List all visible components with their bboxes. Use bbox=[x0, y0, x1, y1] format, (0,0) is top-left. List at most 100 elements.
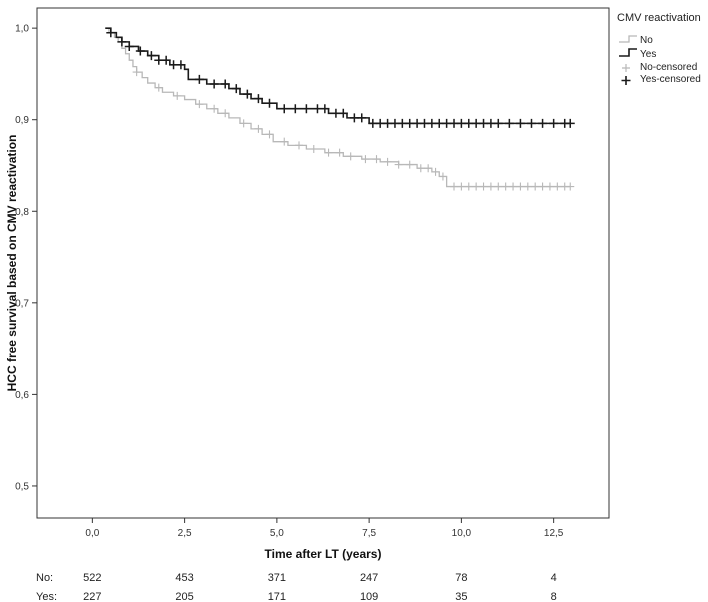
series-line-yes bbox=[105, 27, 571, 125]
risk-value: 247 bbox=[360, 572, 378, 584]
censor-mark-no bbox=[254, 124, 263, 133]
censor-mark-yes bbox=[242, 89, 252, 99]
number-at-risk-table: No: 522 453 371 247 78 4 Yes: 227 205 171 109 35 8 bbox=[36, 572, 557, 602]
censor-mark-no bbox=[210, 104, 219, 113]
censor-mark-no bbox=[309, 145, 318, 154]
censor-mark-no bbox=[438, 172, 447, 181]
censor-mark-yes bbox=[357, 113, 367, 123]
censor-mark-no bbox=[280, 137, 289, 146]
risk-value: 522 bbox=[83, 572, 101, 584]
censor-mark-no bbox=[479, 182, 488, 191]
risk-value: 205 bbox=[175, 591, 193, 602]
y-tick-label: 0,6 bbox=[15, 390, 29, 401]
risk-row-label: Yes: bbox=[36, 591, 57, 602]
censor-mark-no bbox=[553, 182, 562, 191]
legend-item-no: No bbox=[619, 35, 653, 46]
censor-mark-no bbox=[431, 167, 440, 176]
censor-mark-yes bbox=[231, 84, 241, 94]
x-tick-label: 12,5 bbox=[544, 528, 564, 539]
x-tick-label: 10,0 bbox=[452, 528, 472, 539]
censor-mark-no bbox=[154, 83, 163, 92]
censor-mark-no bbox=[516, 182, 525, 191]
x-tick-label: 2,5 bbox=[178, 528, 192, 539]
censor-mark-no bbox=[450, 182, 459, 191]
censor-mark-no bbox=[472, 182, 481, 191]
risk-value: 78 bbox=[455, 572, 467, 584]
censor-mark-no bbox=[195, 100, 204, 109]
censor-mark-no bbox=[509, 182, 518, 191]
series-line-no bbox=[105, 27, 571, 188]
axis-ticks: 0,0 2,5 5,0 7,5 10,0 12,5 0,5 0,6 0,7 0,8 0,9 1,0 bbox=[15, 24, 564, 539]
legend-item-no-censored: No-censored bbox=[622, 62, 697, 73]
risk-value: 35 bbox=[455, 591, 467, 602]
censor-mark-no bbox=[221, 109, 230, 118]
y-tick-label: 0,7 bbox=[15, 298, 29, 309]
censor-mark-no bbox=[383, 157, 392, 166]
censor-mark-no bbox=[464, 182, 473, 191]
censor-mark-no bbox=[173, 91, 182, 100]
x-tick-label: 0,0 bbox=[85, 528, 99, 539]
legend-no-line-icon bbox=[619, 35, 637, 43]
censor-mark-yes bbox=[124, 41, 134, 51]
censor-mark-no bbox=[424, 164, 433, 173]
censor-mark-no bbox=[566, 182, 575, 191]
censor-mark-yes bbox=[279, 104, 289, 114]
censor-mark-no bbox=[335, 148, 344, 157]
y-tick-label: 0,8 bbox=[15, 207, 29, 218]
censor-mark-no bbox=[405, 160, 414, 169]
censor-mark-no bbox=[132, 68, 141, 77]
censor-mark-yes bbox=[194, 74, 204, 84]
risk-value: 8 bbox=[551, 591, 557, 602]
censor-mark-no bbox=[372, 155, 381, 164]
plot-area-frame bbox=[36, 7, 610, 519]
x-axis-title: Time after LT (years) bbox=[265, 547, 382, 561]
censor-mark-no bbox=[265, 130, 274, 139]
x-tick-label: 7,5 bbox=[362, 528, 376, 539]
y-tick-label: 0,5 bbox=[15, 481, 29, 492]
censor-mark-yes bbox=[146, 51, 156, 61]
x-tick-label: 5,0 bbox=[270, 528, 284, 539]
censor-mark-yes bbox=[135, 46, 145, 56]
risk-value: 4 bbox=[551, 572, 557, 584]
censor-mark-no bbox=[457, 182, 466, 191]
censor-mark-no bbox=[416, 164, 425, 173]
censor-mark-no bbox=[531, 182, 540, 191]
censor-mark-no bbox=[494, 182, 503, 191]
censor-mark-no bbox=[486, 182, 495, 191]
legend: CMV reactivation No Yes No-censored Yes-… bbox=[617, 12, 701, 85]
censor-mark-yes bbox=[301, 104, 311, 114]
censor-mark-yes bbox=[264, 98, 274, 108]
legend-yes-censored-plus-icon bbox=[621, 76, 631, 85]
legend-item-yes: Yes bbox=[619, 48, 656, 60]
legend-label-no: No bbox=[640, 35, 653, 46]
risk-row-label: No: bbox=[36, 572, 53, 584]
legend-label-no-censored: No-censored bbox=[640, 62, 697, 73]
censor-mark-no bbox=[324, 148, 333, 157]
y-axis-title: HCC free survival based on CMV reactivat… bbox=[5, 135, 19, 392]
risk-value: 453 bbox=[175, 572, 193, 584]
y-tick-label: 1,0 bbox=[15, 24, 29, 35]
censor-mark-no bbox=[545, 182, 554, 191]
censor-mark-yes bbox=[504, 118, 514, 128]
censor-mark-no bbox=[295, 141, 304, 150]
legend-no-censored-plus-icon bbox=[622, 64, 630, 72]
censor-mark-yes bbox=[515, 118, 525, 128]
censor-mark-yes bbox=[549, 118, 559, 128]
legend-label-yes: Yes bbox=[640, 49, 656, 60]
censor-mark-yes bbox=[338, 108, 348, 118]
censor-mark-no bbox=[523, 182, 532, 191]
censor-mark-yes bbox=[538, 118, 548, 128]
censor-mark-yes bbox=[253, 94, 263, 104]
legend-title: CMV reactivation bbox=[617, 12, 701, 24]
legend-label-yes-censored: Yes-censored bbox=[640, 74, 701, 85]
censor-mark-no bbox=[346, 152, 355, 161]
legend-yes-line-icon bbox=[619, 48, 637, 57]
risk-value: 371 bbox=[268, 572, 286, 584]
risk-value: 227 bbox=[83, 591, 101, 602]
censor-mark-no bbox=[239, 119, 248, 128]
censor-mark-yes bbox=[565, 118, 575, 128]
censor-mark-yes bbox=[527, 118, 536, 128]
censor-mark-yes bbox=[290, 104, 300, 114]
censor-mark-yes bbox=[209, 79, 219, 89]
